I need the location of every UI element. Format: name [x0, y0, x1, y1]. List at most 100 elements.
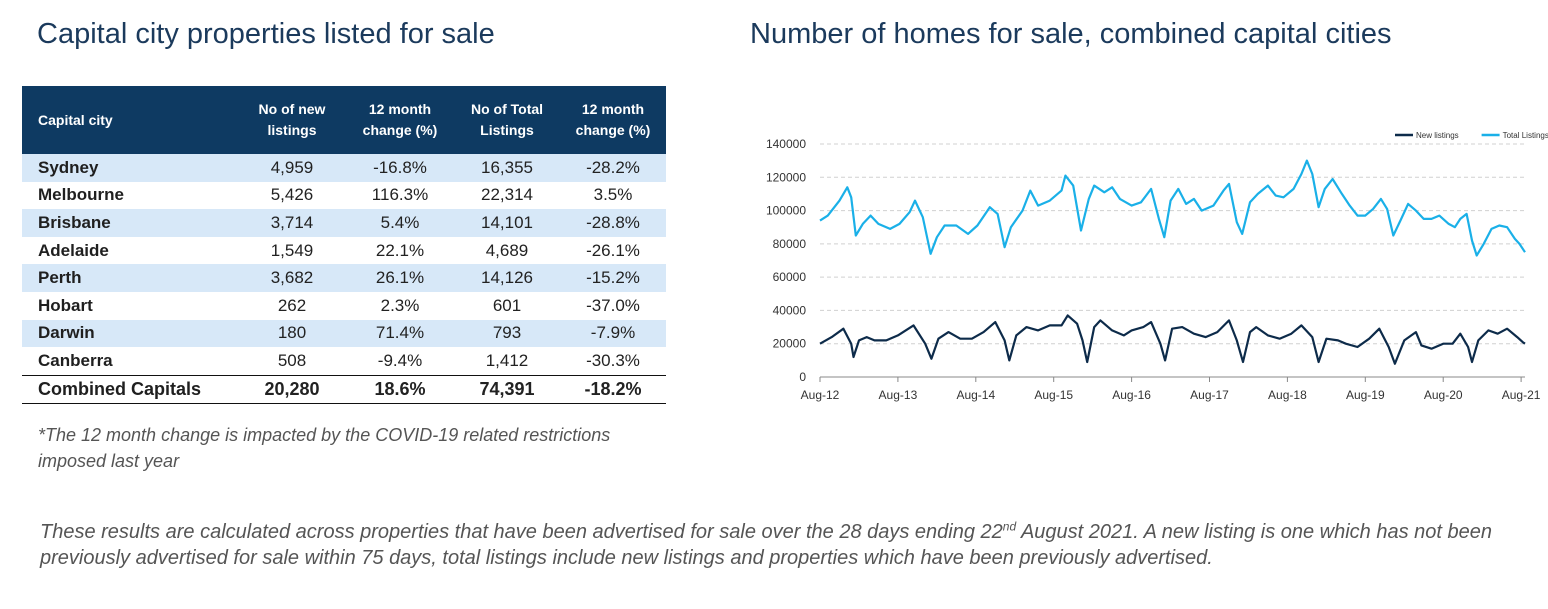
- total-change-value: 3.5%: [593, 185, 633, 205]
- new-listings-value: 180: [238, 319, 346, 348]
- new-listings-value: 5,426: [270, 185, 314, 205]
- chart-legend: New listings Total Listings: [1395, 131, 1548, 140]
- y-axis: 0 20000 40000 60000 80000 100000 120000 140000: [766, 137, 806, 384]
- total-change-value: -15.2%: [560, 264, 666, 292]
- y-tick-label: 120000: [766, 170, 806, 184]
- new-change-value: -16.8%: [346, 154, 454, 182]
- new-change-value: 26.1%: [346, 264, 454, 292]
- new-change-value: 71.4%: [346, 319, 454, 348]
- x-tick-label: Aug-17: [1190, 388, 1229, 402]
- total-change-value: -7.9%: [560, 319, 666, 348]
- x-tick-label: Aug-20: [1424, 388, 1463, 402]
- table-row: Adelaide 1,549 22.1% 4,689 -26.1%: [22, 237, 666, 265]
- footnote-text: These results are calculated across prop…: [40, 521, 1003, 543]
- total-listings-value: 4,689: [485, 240, 529, 260]
- header-new-change: 12 month change (%): [346, 86, 454, 154]
- x-tick-label: Aug-18: [1268, 388, 1307, 402]
- y-tick-label: 60000: [773, 270, 807, 284]
- new-listings-value: 1,549: [270, 240, 314, 260]
- city-name: Darwin: [22, 319, 238, 348]
- x-axis: Aug-12 Aug-13 Aug-14 Aug-15 Aug-16 Aug-17 Aug-…: [801, 376, 1541, 402]
- methodology-footnote: These results are calculated across prop…: [40, 519, 1510, 571]
- x-tick-label: Aug-13: [879, 388, 918, 402]
- y-tick-label: 140000: [766, 137, 806, 151]
- x-tick-label: Aug-21: [1502, 388, 1541, 402]
- city-name: Hobart: [38, 295, 93, 315]
- new-change-value: 2.3%: [380, 295, 420, 315]
- total-listings-value: 16,355: [454, 154, 560, 182]
- new-listings-value: 3,682: [238, 264, 346, 292]
- total-change-value: -18.2%: [560, 374, 666, 405]
- total-listings-value: 601: [492, 295, 522, 315]
- table-row: Melbourne 5,426 116.3% 22,314 3.5%: [22, 182, 666, 210]
- table-header-row: Capital city No of new listings 12 month c…: [22, 86, 666, 154]
- footnote-text: August 2021. A new listing is one which …: [40, 521, 1493, 569]
- header-line: 12 month: [368, 101, 432, 117]
- table-row: Brisbane 3,714 5.4% 14,101 -28.8%: [22, 209, 666, 237]
- x-tick-label: Aug-15: [1034, 388, 1073, 402]
- listings-table: Capital city No of new listings 12 month c…: [22, 86, 666, 405]
- table-title: Capital city properties listed for sale: [37, 18, 495, 50]
- x-tick-label: Aug-14: [956, 388, 995, 402]
- chart-grid: [820, 143, 1525, 345]
- total-change-value: -28.2%: [560, 154, 666, 182]
- city-name: Melbourne: [38, 185, 124, 205]
- total-listings-value: 74,391: [454, 374, 560, 405]
- legend-label: Total Listings: [1503, 131, 1548, 140]
- city-name: Adelaide: [38, 240, 109, 260]
- new-change-value: 5.4%: [346, 209, 454, 237]
- table-total-row: Combined Capitals 20,280 18.6% 74,391 -1…: [22, 374, 666, 405]
- total-change-value: -37.0%: [586, 295, 640, 315]
- new-change-value: 116.3%: [371, 185, 429, 205]
- header-total-change: 12 month change (%): [560, 86, 666, 154]
- x-tick-label: Aug-19: [1346, 388, 1385, 402]
- header-label: Capital city: [38, 111, 113, 128]
- total-listings-line: [819, 159, 1526, 257]
- x-tick-label: Aug-12: [801, 388, 840, 402]
- table-row: Hobart 262 2.3% 601 -37.0%: [22, 292, 666, 320]
- y-tick-label: 20000: [773, 337, 807, 351]
- new-change-value: -9.4%: [377, 350, 423, 370]
- table-row: Darwin 180 71.4% 793 -7.9%: [22, 319, 666, 348]
- total-change-value: -28.8%: [560, 209, 666, 237]
- total-listings-value: 793: [454, 319, 560, 348]
- new-listings-value: 262: [277, 295, 307, 315]
- header-line: listings: [267, 122, 317, 138]
- y-tick-label: 100000: [766, 204, 806, 218]
- new-listings-line: [819, 314, 1526, 365]
- city-name: Brisbane: [22, 209, 238, 237]
- header-total-listings: No of Total Listings: [454, 86, 560, 154]
- new-listings-value: 508: [277, 350, 307, 370]
- header-capital-city: Capital city: [22, 86, 238, 154]
- legend-label: New listings: [1416, 131, 1459, 140]
- chart-series: [819, 159, 1526, 365]
- header-line: No of Total: [470, 101, 544, 117]
- header-line: Listings: [480, 122, 534, 138]
- city-name: Sydney: [22, 154, 238, 182]
- total-change-value: -30.3%: [586, 350, 640, 370]
- table-row: Perth 3,682 26.1% 14,126 -15.2%: [22, 264, 666, 292]
- note-line: imposed last year: [38, 451, 180, 471]
- header-line: No of new: [258, 101, 326, 117]
- total-change-value: -26.1%: [586, 240, 640, 260]
- header-line: change (%): [362, 122, 438, 138]
- y-tick-label: 0: [799, 370, 806, 384]
- table-row: Sydney 4,959 -16.8% 16,355 -28.2%: [22, 154, 666, 182]
- y-tick-label: 80000: [773, 237, 807, 251]
- city-name: Canberra: [38, 350, 113, 370]
- header-line: 12 month: [581, 101, 645, 117]
- new-listings-value: 20,280: [238, 374, 346, 405]
- covid-note: *The 12 month change is impacted by the …: [38, 422, 698, 474]
- total-listings-value: 14,101: [454, 209, 560, 237]
- new-change-value: 18.6%: [346, 374, 454, 405]
- listings-line-chart: 020000400006000080000100000120000140000 …: [766, 131, 1548, 402]
- header-line: change (%): [575, 122, 651, 138]
- chart-title: Number of homes for sale, combined capit…: [750, 18, 1392, 50]
- table-row: Canberra 508 -9.4% 1,412 -30.3%: [22, 347, 666, 375]
- total-listings-value: 22,314: [481, 185, 533, 205]
- city-name: Perth: [22, 264, 238, 292]
- total-listings-value: 1,412: [485, 350, 529, 370]
- x-tick-label: Aug-16: [1112, 388, 1151, 402]
- header-new-listings: No of new listings: [238, 86, 346, 154]
- new-listings-value: 4,959: [238, 154, 346, 182]
